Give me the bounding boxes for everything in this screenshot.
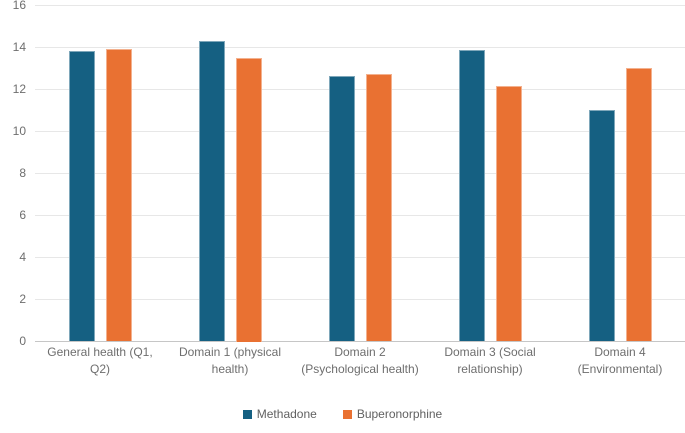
y-tick-label: 14 — [12, 40, 26, 54]
x-category-label: Domain 3 (Social relationship) — [444, 345, 536, 376]
y-tick-label: 12 — [12, 82, 26, 96]
bar-buperonorphine-2 — [366, 74, 392, 341]
gridline — [35, 215, 685, 216]
bar-methadone-4 — [589, 110, 615, 341]
bar-buperonorphine-1 — [236, 58, 262, 342]
bar-methadone-0 — [69, 51, 95, 341]
bar-methadone-1 — [199, 41, 225, 341]
bar-methadone-3 — [459, 50, 485, 341]
gridline — [35, 131, 685, 132]
gridline — [35, 5, 685, 6]
legend-item-methadone: Methadone — [242, 407, 317, 421]
legend-swatch-methadone — [242, 409, 252, 419]
legend-swatch-buperonorphine — [342, 409, 352, 419]
legend-item-buperonorphine: Buperonorphine — [342, 407, 443, 421]
x-category-label: Domain 2 (Psychological health) — [301, 345, 419, 376]
bar-buperonorphine-0 — [106, 49, 132, 341]
legend-label: Buperonorphine — [356, 407, 443, 421]
x-category-label: General health (Q1, Q2) — [47, 345, 153, 376]
x-axis-category-labels: General health (Q1, Q2) Domain 1 (physica… — [35, 344, 685, 378]
x-category-label: Domain 1 (physical health) — [178, 345, 282, 376]
gridline — [35, 89, 685, 90]
bar-buperonorphine-3 — [496, 86, 522, 341]
legend: Methadone Buperonorphine — [0, 407, 685, 421]
gridline — [35, 299, 685, 300]
y-tick-label: 4 — [19, 250, 26, 264]
gridline — [35, 47, 685, 48]
gridline — [35, 173, 685, 174]
bar-buperonorphine-4 — [626, 68, 652, 341]
y-tick-label: 6 — [19, 208, 26, 222]
y-tick-label: 10 — [12, 124, 26, 138]
y-tick-label: 0 — [19, 334, 26, 348]
y-tick-label: 16 — [12, 0, 26, 12]
y-tick-label: 8 — [19, 166, 26, 180]
legend-label: Methadone — [256, 407, 317, 421]
y-tick-label: 2 — [19, 292, 26, 306]
x-category-label: Domain 4 (Environmental) — [577, 345, 663, 376]
x-axis-line — [35, 341, 685, 342]
bar-methadone-2 — [329, 76, 355, 341]
gridline — [35, 257, 685, 258]
